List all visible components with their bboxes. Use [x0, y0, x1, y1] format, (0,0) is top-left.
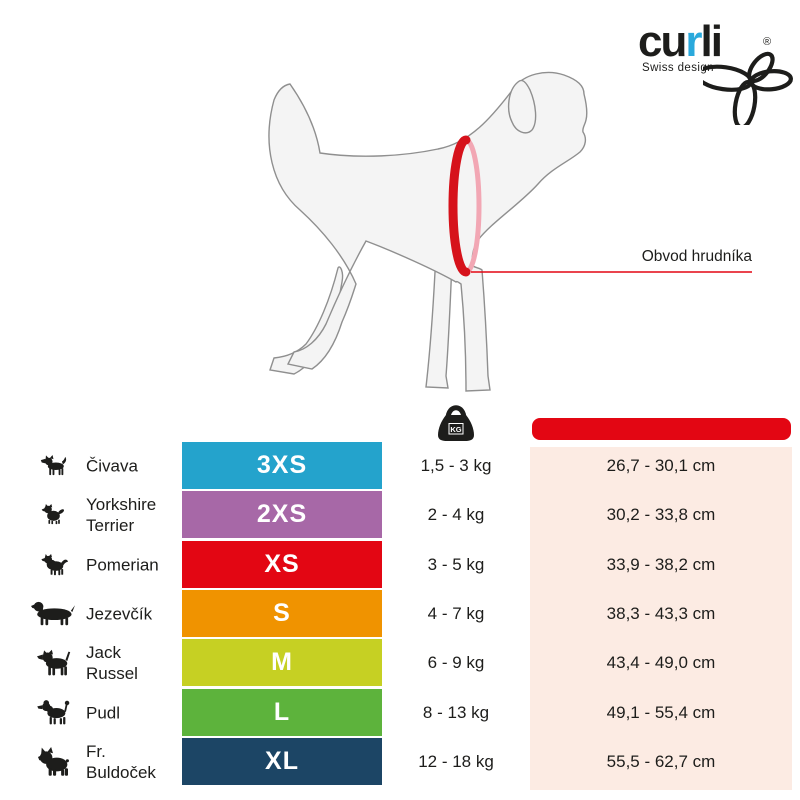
breed-name: Čivava: [86, 456, 138, 475]
breed-name: Jezevčík: [86, 604, 153, 623]
breed-name: Pudl: [86, 703, 121, 722]
table-row: Jezevčík S 4 - 7 kg 38,3 - 43,3 cm: [0, 590, 800, 637]
weight-range: 12 - 18 kg: [418, 751, 494, 771]
size-badge: S: [182, 590, 382, 637]
size-badge: M: [182, 639, 382, 686]
breed-name: Yorkshire Terrier: [86, 494, 157, 535]
chest-range: 55,5 - 62,7 cm: [606, 751, 716, 771]
dog-diagram: [268, 71, 752, 392]
registered-trademark-symbol: ®: [763, 36, 772, 48]
dog-far-front-leg: [425, 260, 453, 389]
weight-range: 8 - 13 kg: [422, 702, 490, 722]
chest-range: 49,1 - 55,4 cm: [606, 702, 716, 722]
weight-range: 3 - 5 kg: [427, 554, 485, 574]
pomeranian-icon: [38, 553, 69, 576]
chest-column-background: [530, 447, 792, 790]
size-badge: XS: [182, 541, 382, 588]
chest-range: 38,3 - 43,3 cm: [606, 603, 716, 623]
chest-range: 33,9 - 38,2 cm: [606, 554, 716, 574]
chest-ring-front: [448, 135, 471, 277]
french-bulldog-icon: [33, 747, 73, 777]
table-row: Pudl L 8 - 13 kg 49,1 - 55,4 cm: [0, 689, 800, 736]
kg-weight-icon: KG: [438, 405, 474, 441]
brand-tagline: Swiss design: [642, 62, 714, 74]
chest-range: 30,2 - 33,8 cm: [606, 504, 716, 524]
weight-range: 1,5 - 3 kg: [420, 455, 492, 475]
chihuahua-icon: [38, 454, 68, 477]
yorkshire-terrier-icon: [40, 504, 67, 524]
poodle-icon: [35, 699, 71, 726]
table-row: Jack Russel M 6 - 9 kg 43,4 - 49,0 cm: [0, 639, 800, 686]
table-row: Yorkshire Terrier 2XS 2 - 4 kg 30,2 - 33…: [0, 491, 800, 538]
dog-ear: [507, 79, 537, 134]
size-badge: XL: [182, 738, 382, 785]
size-badge: 3XS: [182, 442, 382, 489]
jack-russell-icon: [34, 648, 72, 677]
brand-wordmark: curli: [638, 17, 723, 66]
size-badge: L: [182, 689, 382, 736]
svg-text:KG: KG: [450, 425, 461, 434]
chest-measure-label: Obvod hrudníka: [641, 248, 752, 265]
breed-name: Jack Russel: [86, 642, 138, 683]
chest-range: 43,4 - 49,0 cm: [606, 652, 716, 672]
weight-range: 2 - 4 kg: [427, 504, 485, 524]
dachshund-icon: [31, 597, 75, 630]
chest-column-header-bar: [532, 418, 791, 440]
weight-range: 6 - 9 kg: [427, 652, 485, 672]
table-row: Pomerian XS 3 - 5 kg 33,9 - 38,2 cm: [0, 541, 800, 588]
chest-range: 26,7 - 30,1 cm: [606, 455, 716, 475]
size-badge: 2XS: [182, 491, 382, 538]
curli-flower-icon: [703, 51, 793, 125]
weight-range: 4 - 7 kg: [427, 603, 485, 623]
breed-name: Fr. Buldoček: [86, 741, 156, 782]
brand-accent-letter: r: [685, 17, 702, 66]
breed-name: Pomerian: [86, 555, 159, 574]
dog-body-silhouette: [268, 71, 588, 392]
table-row: Fr. Buldoček XL 12 - 18 kg 55,5 - 62,7 c…: [0, 738, 800, 785]
table-row: Čivava 3XS 1,5 - 3 kg 26,7 - 30,1 cm: [0, 442, 800, 489]
